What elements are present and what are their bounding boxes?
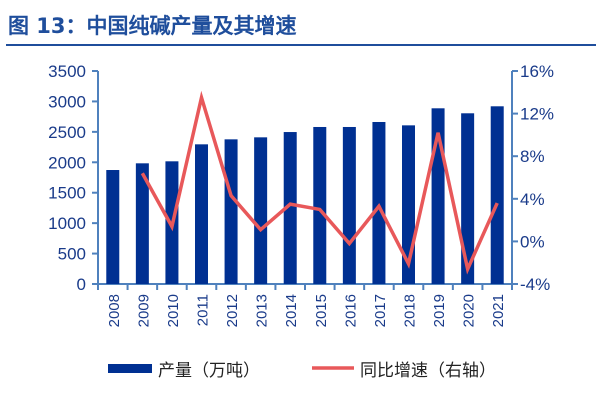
x-tick-label: 2018 (402, 294, 419, 327)
x-tick-label: 2021 (490, 294, 507, 327)
bar-2016 (342, 126, 356, 284)
right-tick-label: 12% (520, 105, 554, 124)
x-tick-label: 2013 (254, 294, 271, 327)
bar-2011 (195, 144, 208, 284)
x-tick-label: 2015 (313, 294, 330, 327)
legend-bar-label: 产量（万吨） (158, 361, 260, 380)
right-tick-label: 0% (520, 232, 545, 251)
x-tick-label: 2014 (283, 294, 300, 327)
right-tick-label: -4% (520, 275, 550, 294)
x-tick-label: 2019 (431, 294, 448, 327)
chart-title: 图 13：中国纯碱产量及其增速 (8, 14, 297, 38)
bar-2015 (313, 126, 327, 284)
bar-2012 (224, 139, 238, 284)
bar-2013 (254, 137, 268, 284)
title-underline (6, 44, 596, 46)
x-tick-label: 2011 (195, 294, 212, 326)
right-tick-label: 8% (520, 147, 545, 166)
legend-bar-swatch (108, 364, 152, 373)
x-tick-label: 2017 (372, 294, 389, 327)
left-tick-label: 500 (58, 245, 86, 264)
bar-2017 (372, 121, 386, 284)
x-tick-label: 2016 (342, 294, 359, 327)
left-tick-label: 0 (77, 275, 86, 294)
left-tick-label: 3500 (48, 62, 86, 81)
x-tick-label: 2012 (224, 294, 241, 327)
bar-2014 (283, 132, 297, 284)
bar-2009 (135, 163, 149, 284)
x-tick-label: 2020 (461, 294, 478, 327)
legend-line-label: 同比增速（右轴） (360, 361, 496, 380)
x-tick-label: 2010 (165, 294, 182, 327)
bar-2008 (106, 170, 120, 284)
right-tick-label: 4% (520, 190, 545, 209)
x-tick-label: 2009 (135, 294, 152, 327)
left-tick-label: 1500 (48, 184, 86, 203)
bar-2021 (490, 106, 504, 284)
bar-2020 (461, 113, 475, 284)
left-tick-label: 2000 (48, 153, 86, 172)
left-tick-label: 3000 (48, 92, 86, 111)
right-tick-label: 16% (520, 62, 554, 81)
left-tick-label: 2500 (48, 123, 86, 142)
x-tick-label: 2008 (106, 294, 123, 327)
left-tick-label: 1000 (48, 214, 86, 233)
